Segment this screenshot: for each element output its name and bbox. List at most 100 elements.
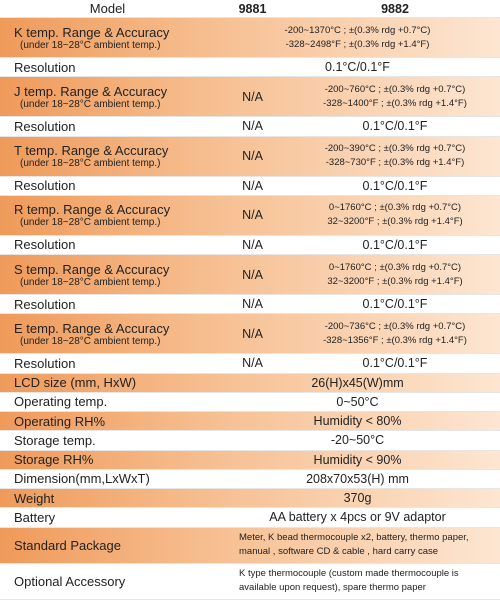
row-label: LCD size (mm, HxW) <box>0 374 215 392</box>
spec-value: 26(H)x45(W)mm <box>215 374 500 392</box>
spec-value: N/A <box>215 77 290 116</box>
value-line: available upon request), spare thermo pa… <box>239 582 426 593</box>
row-label: J temp. Range & Accuracy (under 18~28°C a… <box>0 77 215 116</box>
spec-row: Dimension(mm,LxWxT) 208x70x53(H) mm <box>0 470 500 489</box>
spec-value: N/A <box>215 354 290 372</box>
row-label: Resolution <box>0 117 215 135</box>
label-text: Resolution <box>14 118 76 134</box>
spec-value: 0.1°C/0.1°F <box>290 117 500 135</box>
value-line: -328~1400°F ; ±(0.3% rdg +1.4°F) <box>323 97 467 109</box>
row-label: Resolution <box>0 354 215 372</box>
row-label: R temp. Range & Accuracy (under 18~28°C a… <box>0 196 215 235</box>
value-line: K type thermocouple (custom made thermoc… <box>239 568 459 579</box>
value-line: AA battery x 4pcs or 9V adaptor <box>269 510 446 525</box>
row-label: E temp. Range & Accuracy (under 18~28°C a… <box>0 314 215 353</box>
spec-value: AA battery x 4pcs or 9V adaptor <box>215 508 500 526</box>
row-label: Operating RH% <box>0 412 215 430</box>
label-text: K temp. Range & Accuracy <box>14 24 170 40</box>
spec-value: 0.1°C/0.1°F <box>290 354 500 372</box>
row-label: Resolution <box>0 177 215 195</box>
value-line: 26(H)x45(W)mm <box>311 375 404 390</box>
spec-row: K temp. Range & Accuracy (under 18~28°C a… <box>0 18 500 58</box>
spec-value: -200~1370°C ; ±(0.3% rdg +0.7°C) -328~249… <box>215 18 500 57</box>
row-label: Operating temp. <box>0 393 215 411</box>
value-line: N/A <box>242 178 263 193</box>
label-note: (under 18~28°C ambient temp.) <box>20 217 161 229</box>
spec-value: N/A <box>215 177 290 195</box>
spec-row: Weight 370g <box>0 489 500 509</box>
row-label: Weight <box>0 489 215 507</box>
value-line: Humidity < 80% <box>313 414 402 429</box>
value-line: -20~50°C <box>330 433 385 448</box>
label-text: Operating temp. <box>14 394 108 410</box>
row-label: Storage RH% <box>0 451 215 469</box>
spec-value: N/A <box>215 255 290 294</box>
value-line: manual , software CD & cable , hard carr… <box>239 546 439 557</box>
spec-value: N/A <box>215 137 290 176</box>
value-line: N/A <box>242 297 263 312</box>
value-line: N/A <box>242 356 263 371</box>
label-text: S temp. Range & Accuracy <box>14 261 170 277</box>
spec-value: N/A <box>215 236 290 254</box>
value-line: 370g <box>343 491 372 506</box>
label-text: Dimension(mm,LxWxT) <box>14 471 150 487</box>
spec-row: LCD size (mm, HxW) 26(H)x45(W)mm <box>0 373 500 393</box>
spec-value: Humidity < 90% <box>215 451 500 469</box>
label-text: Resolution <box>14 237 76 253</box>
label-text: R temp. Range & Accuracy <box>14 202 171 218</box>
spec-row: Resolution 0.1°C/0.1°F <box>0 58 500 78</box>
spec-row: Operating RH% Humidity < 80% <box>0 412 500 432</box>
label-text: Resolution <box>14 178 76 194</box>
label-text: Resolution <box>14 296 76 312</box>
value-line: -328~730°F ; ±(0.3% rdg +1.4°F) <box>325 157 465 168</box>
label-note: (under 18~28°C ambient temp.) <box>20 335 161 347</box>
row-label: Dimension(mm,LxWxT) <box>0 470 215 488</box>
value-line: 0.1°C/0.1°F <box>325 60 390 75</box>
spec-value: Meter, K bead thermocouple x2, battery, … <box>215 528 500 563</box>
label-text: LCD size (mm, HxW) <box>14 375 137 391</box>
spec-value: 0.1°C/0.1°F <box>290 177 500 195</box>
value-line: -328~1356°F ; ±(0.3% rdg +1.4°F) <box>323 334 467 346</box>
label-text: Storage temp. <box>14 432 96 448</box>
label-text: Resolution <box>14 355 76 371</box>
label-text: Operating RH% <box>14 413 106 429</box>
spec-value: 208x70x53(H) mm <box>215 470 500 488</box>
spec-row: Resolution N/A 0.1°C/0.1°F <box>0 236 500 255</box>
label-note: (under 18~28°C ambient temp.) <box>20 39 161 51</box>
spec-value: 0~1760°C ; ±(0.3% rdg +0.7°C) 32~3200°F ;… <box>290 255 500 294</box>
spec-value: 0~50°C <box>215 393 500 411</box>
value-line: 0.1°C/0.1°F <box>362 297 428 312</box>
spec-row: Storage temp. -20~50°C <box>0 431 500 451</box>
value-line: N/A <box>242 89 263 104</box>
value-line: 0.1°C/0.1°F <box>362 356 428 371</box>
label-text: E temp. Range & Accuracy <box>14 320 170 336</box>
spec-row: J temp. Range & Accuracy (under 18~28°C a… <box>0 77 500 118</box>
spec-value: -200~390°C ; ±(0.3% rdg +0.7°C) -328~730°… <box>290 137 500 176</box>
spec-value: 0.1°C/0.1°F <box>290 295 500 313</box>
value-line: N/A <box>242 149 263 163</box>
spec-value: N/A <box>215 295 290 313</box>
spec-value: -200~760°C ; ±(0.3% rdg +0.7°C) -328~1400… <box>290 77 500 116</box>
spec-value: 0.1°C/0.1°F <box>290 236 500 254</box>
value-line: 0~1760°C ; ±(0.3% rdg +0.7°C) <box>328 202 462 214</box>
value-line: 0~50°C <box>336 394 379 409</box>
spec-row: S temp. Range & Accuracy (under 18~28°C a… <box>0 255 500 295</box>
row-label: Resolution <box>0 236 215 254</box>
value-line: N/A <box>242 237 263 252</box>
value-line: 0~1760°C ; ±(0.3% rdg +0.7°C) <box>328 261 462 273</box>
header-label: Model <box>89 1 126 16</box>
row-label: Storage temp. <box>0 431 215 449</box>
header-row: Model 9881 9882 <box>0 0 500 18</box>
value-line: -200~760°C ; ±(0.3% rdg +0.7°C) <box>324 83 466 95</box>
spec-value: N/A <box>215 314 290 353</box>
spec-value: 370g <box>215 489 500 507</box>
spec-value: K type thermocouple (custom made thermoc… <box>215 564 500 599</box>
value-line: 0.1°C/0.1°F <box>362 178 428 193</box>
row-label: Optional Accessory <box>0 564 215 599</box>
value-line: 0.1°C/0.1°F <box>362 119 428 134</box>
label-note: (under 18~28°C ambient temp.) <box>20 276 161 288</box>
model-name: 9882 <box>381 1 409 16</box>
label-text: Storage RH% <box>14 452 94 468</box>
row-label: Battery <box>0 508 215 526</box>
